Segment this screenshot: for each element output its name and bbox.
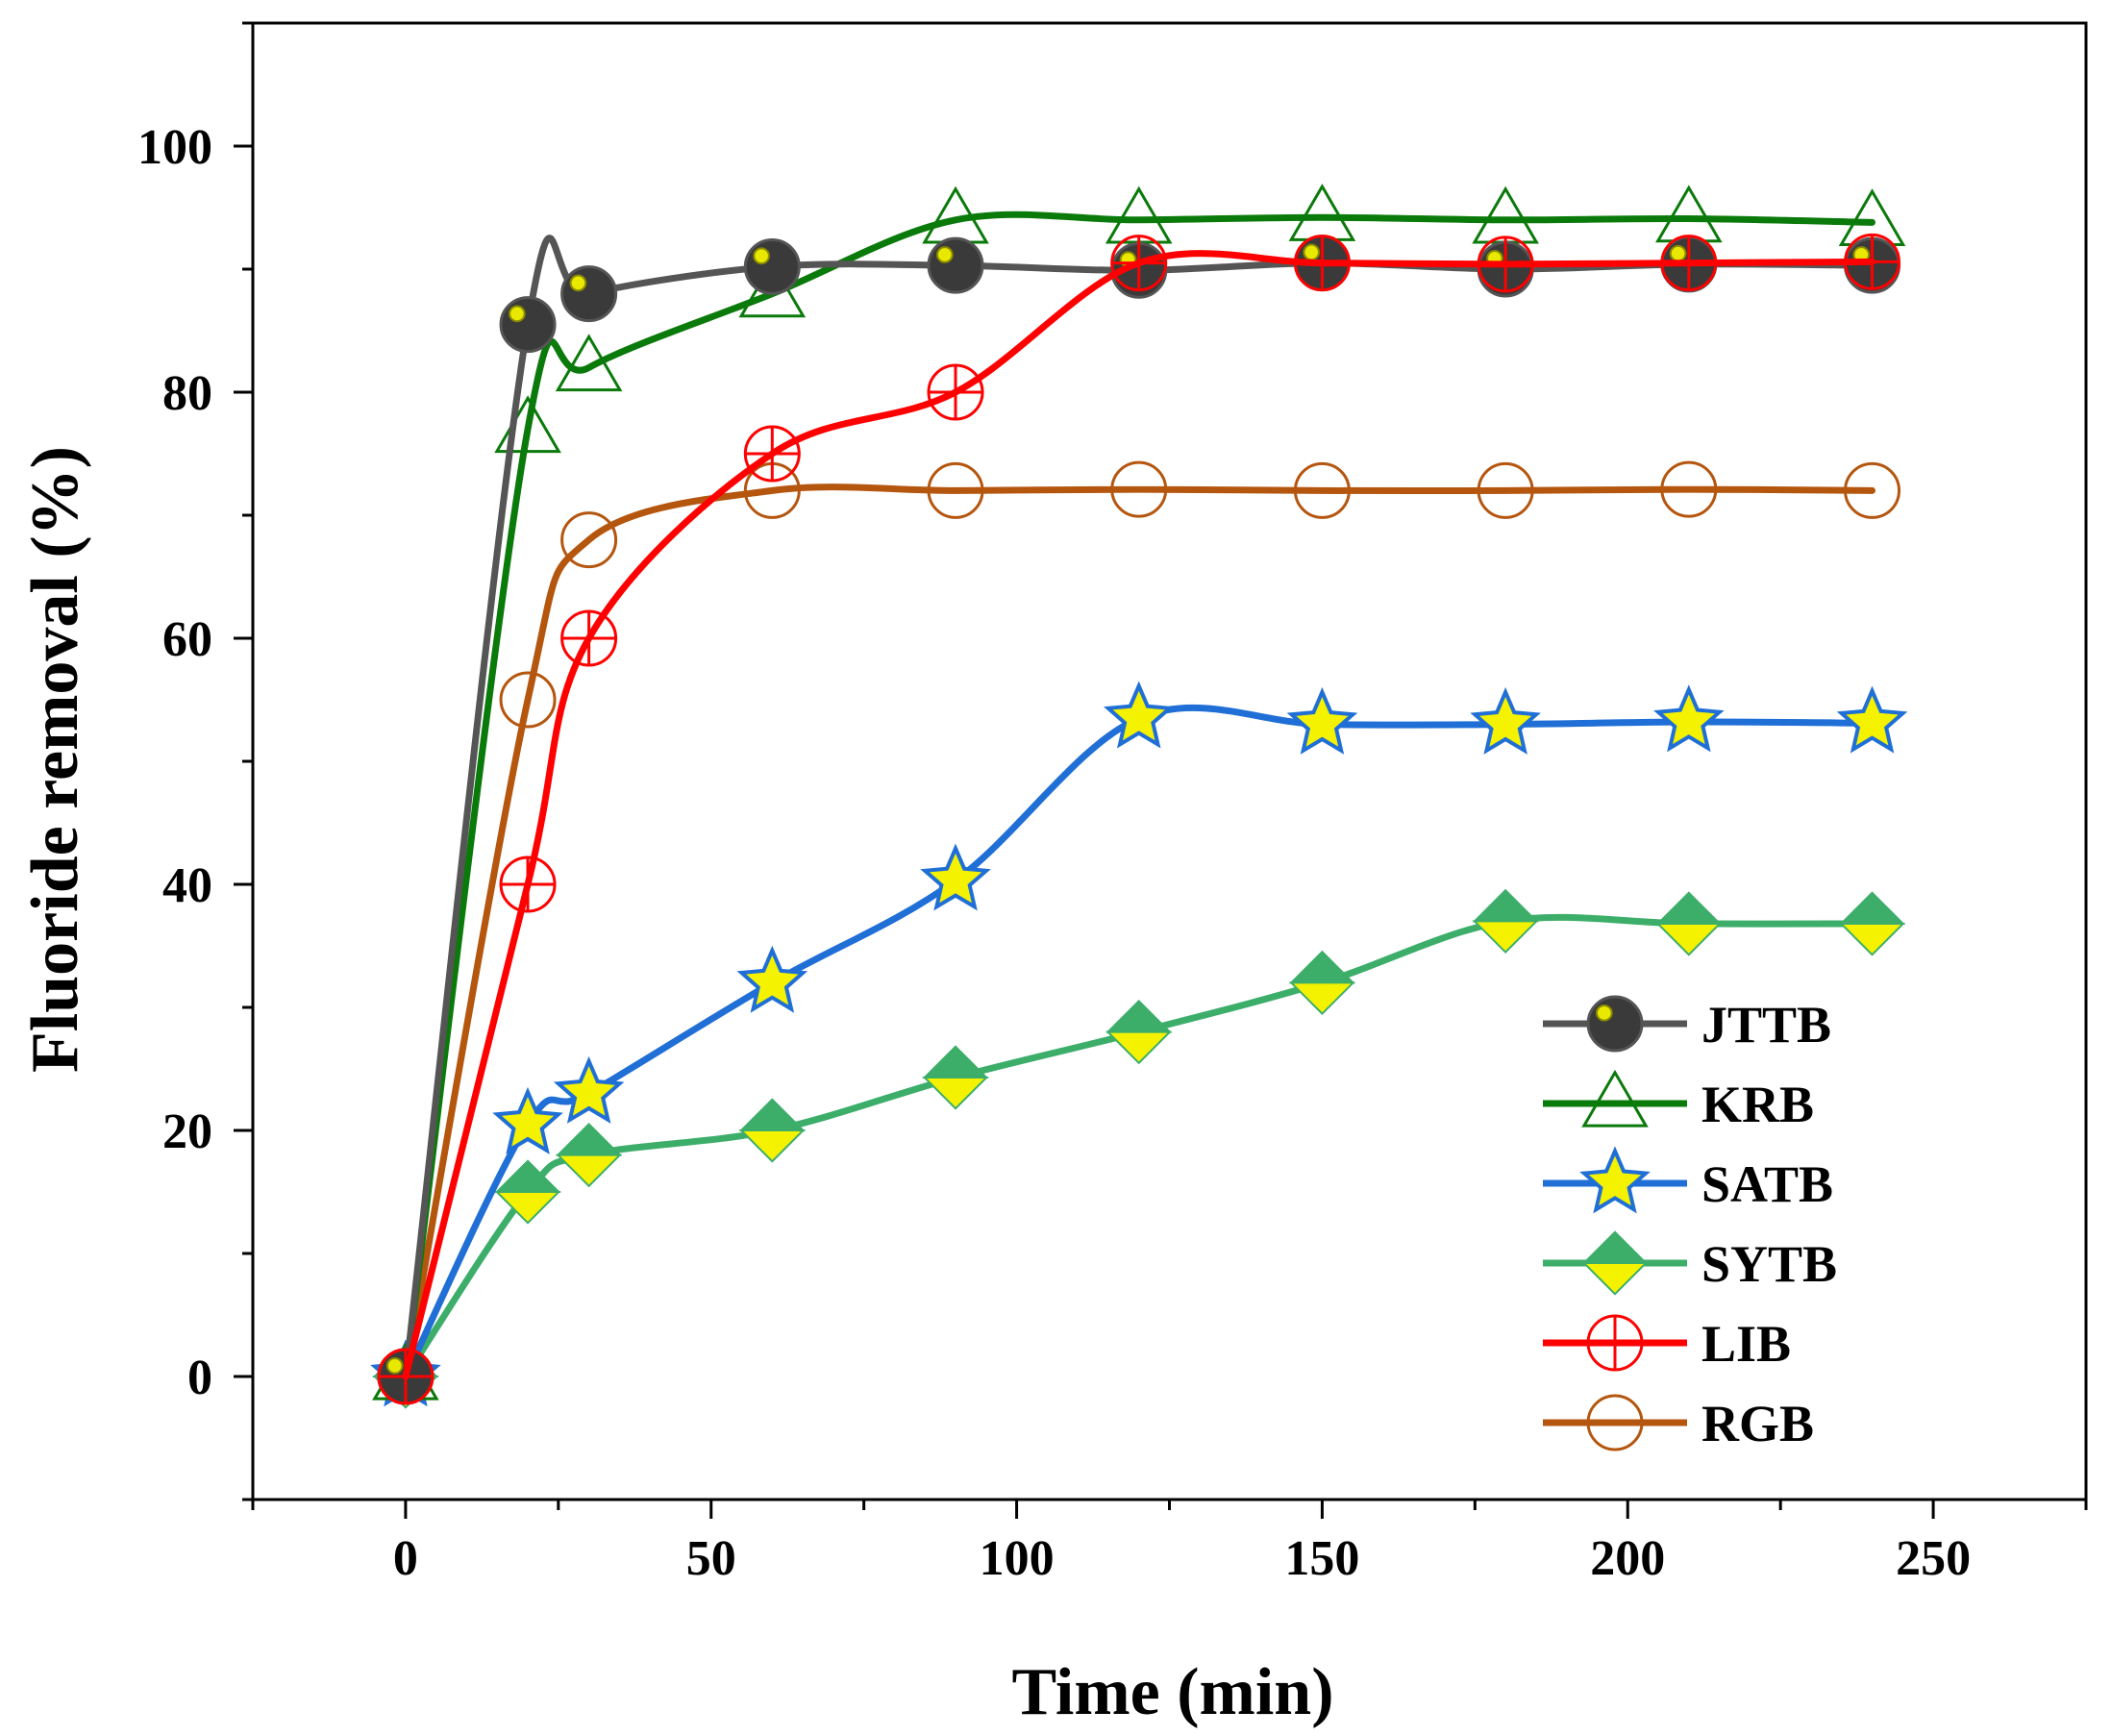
legend-label: SATB bbox=[1701, 1155, 1833, 1213]
series-line-sytb bbox=[402, 913, 1876, 1380]
legend-label: RGB bbox=[1701, 1395, 1814, 1452]
legend-item: LIB bbox=[1543, 1314, 1791, 1373]
data-point bbox=[743, 237, 801, 295]
data-point bbox=[1288, 184, 1356, 241]
x-tick-label: 200 bbox=[1590, 1531, 1665, 1586]
data-point bbox=[922, 1045, 989, 1110]
legend-marker bbox=[1581, 1230, 1649, 1296]
series-krb bbox=[372, 184, 1906, 1401]
series-line-rgb bbox=[402, 484, 1876, 1380]
legend-item: KRB bbox=[1543, 1069, 1814, 1133]
series-line-satb bbox=[402, 704, 1876, 1380]
data-point bbox=[1293, 235, 1351, 292]
data-point bbox=[1286, 686, 1358, 755]
y-tick-label: 60 bbox=[162, 612, 212, 667]
legend-item: SATB bbox=[1543, 1146, 1833, 1214]
data-point bbox=[1838, 891, 1906, 956]
data-point bbox=[1103, 681, 1175, 749]
series-line-krb bbox=[402, 211, 1876, 1380]
legend-marker bbox=[1586, 1314, 1644, 1372]
data-point bbox=[556, 1122, 623, 1188]
data-point bbox=[560, 609, 618, 667]
legend-marker bbox=[1586, 995, 1644, 1053]
legend-item: RGB bbox=[1543, 1394, 1814, 1452]
data-point bbox=[736, 945, 808, 1013]
data-point bbox=[1844, 233, 1901, 290]
data-point bbox=[1660, 460, 1718, 518]
data-point bbox=[927, 236, 984, 294]
data-point bbox=[1105, 186, 1173, 244]
data-point bbox=[1477, 236, 1534, 293]
data-point bbox=[553, 1055, 625, 1124]
data-point bbox=[1110, 460, 1168, 518]
data-point bbox=[1105, 999, 1173, 1065]
x-tick-label: 100 bbox=[980, 1531, 1055, 1586]
data-point bbox=[560, 265, 618, 323]
x-tick-label: 0 bbox=[393, 1531, 418, 1586]
y-tick-label: 20 bbox=[162, 1104, 212, 1159]
data-point bbox=[927, 363, 984, 421]
data-point bbox=[743, 425, 801, 483]
legend-marker bbox=[1586, 1394, 1644, 1451]
series-layer bbox=[370, 184, 1908, 1409]
legend: JTTB KRB SATB SYTB LIB RGB bbox=[1543, 995, 1837, 1452]
legend-item: JTTB bbox=[1543, 995, 1831, 1054]
data-point bbox=[1653, 684, 1725, 753]
legend-label: KRB bbox=[1701, 1076, 1814, 1133]
data-point bbox=[555, 334, 623, 392]
axes: 0 50 100 150 200 250 0 20 40 60 80 100 bbox=[137, 21, 2088, 1586]
data-point bbox=[377, 1348, 435, 1405]
series-jttb bbox=[377, 235, 1901, 1405]
y-tick-label: 100 bbox=[137, 120, 212, 175]
data-point bbox=[1472, 186, 1539, 244]
data-point bbox=[1844, 461, 1901, 519]
legend-label: JTTB bbox=[1701, 996, 1831, 1054]
series-line-jttb bbox=[402, 235, 1876, 1380]
legend-item: SYTB bbox=[1543, 1230, 1837, 1296]
data-point bbox=[920, 843, 991, 911]
data-point bbox=[494, 1159, 561, 1225]
data-point bbox=[1655, 185, 1723, 243]
data-point bbox=[1110, 235, 1168, 292]
x-tick-label: 250 bbox=[1896, 1531, 1971, 1586]
data-point bbox=[499, 856, 557, 913]
data-point bbox=[1288, 950, 1356, 1016]
y-axis-title: Fluoride removal (%) bbox=[18, 446, 92, 1073]
x-tick-label: 50 bbox=[686, 1531, 736, 1586]
series-sytb bbox=[372, 888, 1906, 1409]
y-tick-label: 40 bbox=[162, 858, 212, 913]
series-line-lib bbox=[402, 250, 1876, 1380]
series-lib bbox=[377, 233, 1901, 1405]
x-axis-title: Time (min) bbox=[1011, 1655, 1333, 1729]
data-point bbox=[927, 461, 984, 519]
data-point bbox=[1293, 461, 1351, 519]
data-point bbox=[1655, 891, 1723, 956]
y-tick-label: 0 bbox=[187, 1351, 212, 1405]
data-point bbox=[499, 671, 557, 729]
legend-marker bbox=[1579, 1146, 1651, 1214]
data-point bbox=[1470, 686, 1541, 755]
data-point bbox=[499, 296, 557, 354]
data-point bbox=[738, 1098, 806, 1163]
legend-marker bbox=[1581, 1069, 1649, 1128]
legend-label: SYTB bbox=[1701, 1235, 1837, 1293]
x-tick-label: 150 bbox=[1284, 1531, 1359, 1586]
data-point bbox=[1660, 235, 1718, 292]
data-point bbox=[492, 1086, 563, 1154]
data-point bbox=[1477, 461, 1534, 519]
legend-label: LIB bbox=[1701, 1315, 1791, 1373]
y-tick-label: 80 bbox=[162, 366, 212, 421]
data-point bbox=[1836, 685, 1908, 754]
data-point bbox=[1472, 888, 1539, 955]
data-point bbox=[560, 511, 618, 569]
